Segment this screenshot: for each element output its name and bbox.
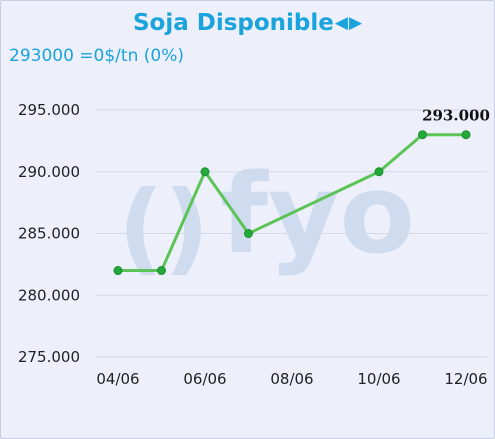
x-axis: 04/06 06/06 08/06 10/06 12/06	[96, 370, 487, 388]
data-point	[244, 229, 253, 238]
series-soja	[113, 130, 471, 276]
chart-title-row: Soja Disponible◀▶	[0, 10, 495, 36]
x-tick-label: 10/06	[357, 370, 400, 388]
data-point	[157, 266, 166, 276]
data-label: 293.000	[422, 107, 490, 125]
prev-arrow-button[interactable]: ◀	[334, 13, 348, 33]
y-tick-label: 290.000	[18, 163, 80, 181]
x-tick-label: 12/06	[444, 370, 487, 388]
y-axis: 295.000 290.000 285.000 280.000 275.000	[18, 101, 80, 366]
y-tick-label: 280.000	[18, 286, 80, 304]
data-point	[418, 130, 427, 140]
watermark-text: fyo	[220, 150, 415, 278]
data-point	[461, 130, 471, 140]
next-arrow-button[interactable]: ▶	[348, 13, 363, 33]
gridlines	[95, 109, 487, 358]
data-point	[113, 266, 123, 276]
y-tick-label: 275.000	[18, 348, 80, 366]
data-point	[374, 167, 384, 177]
data-labels: 293.000	[422, 107, 490, 125]
x-tick-label: 08/06	[270, 370, 313, 388]
y-tick-label: 285.000	[18, 225, 80, 243]
x-tick-label: 04/06	[96, 370, 139, 388]
chart-title: Soja Disponible	[132, 10, 334, 36]
x-tick-label: 06/06	[183, 370, 226, 388]
price-change-subtitle: 293000 =0$/tn (0%)	[9, 46, 184, 66]
data-point	[200, 167, 210, 177]
y-tick-label: 295.000	[18, 101, 80, 119]
